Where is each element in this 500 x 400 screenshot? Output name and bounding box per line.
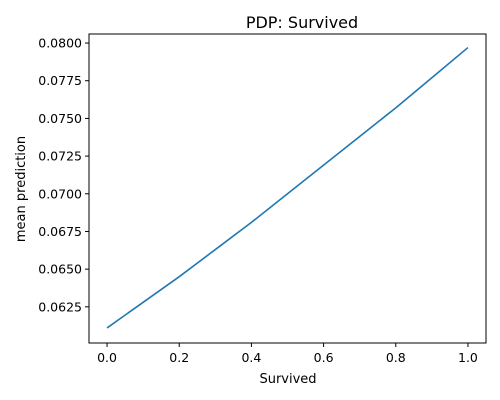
x-tick-label: 0.6 (314, 350, 334, 365)
x-tick-label: 0.0 (97, 350, 117, 365)
x-tick-label: 1.0 (458, 350, 478, 365)
y-tick-label: 0.0750 (38, 111, 82, 126)
x-tick-label: 0.2 (169, 350, 189, 365)
y-tick-label: 0.0675 (38, 224, 82, 239)
axes-frame (89, 34, 486, 343)
x-axis: 0.0 0.2 0.4 0.6 0.8 1.0 (97, 343, 478, 365)
x-axis-label: Survived (259, 372, 316, 387)
x-tick-label: 0.8 (386, 350, 406, 365)
y-tick-label: 0.0725 (38, 149, 82, 164)
y-tick-label: 0.0700 (38, 186, 82, 201)
y-axis: 0.0625 0.0650 0.0675 0.0700 0.0725 0.0750 0.07… (38, 36, 89, 315)
y-axis-label: mean prediction (14, 136, 29, 242)
y-tick-label: 0.0800 (38, 36, 82, 51)
series-line-0 (107, 48, 468, 328)
y-tick-label: 0.0625 (38, 299, 82, 314)
y-tick-label: 0.0650 (38, 262, 82, 277)
y-tick-label: 0.0775 (38, 73, 82, 88)
plot-area (107, 48, 468, 328)
chart-title: PDP: Survived (246, 13, 358, 32)
x-tick-label: 0.4 (241, 350, 261, 365)
